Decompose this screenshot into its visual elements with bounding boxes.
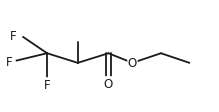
Text: O: O	[104, 77, 113, 90]
Text: F: F	[9, 30, 16, 43]
Text: O: O	[128, 57, 137, 70]
Text: F: F	[5, 55, 12, 68]
Text: F: F	[44, 78, 50, 91]
